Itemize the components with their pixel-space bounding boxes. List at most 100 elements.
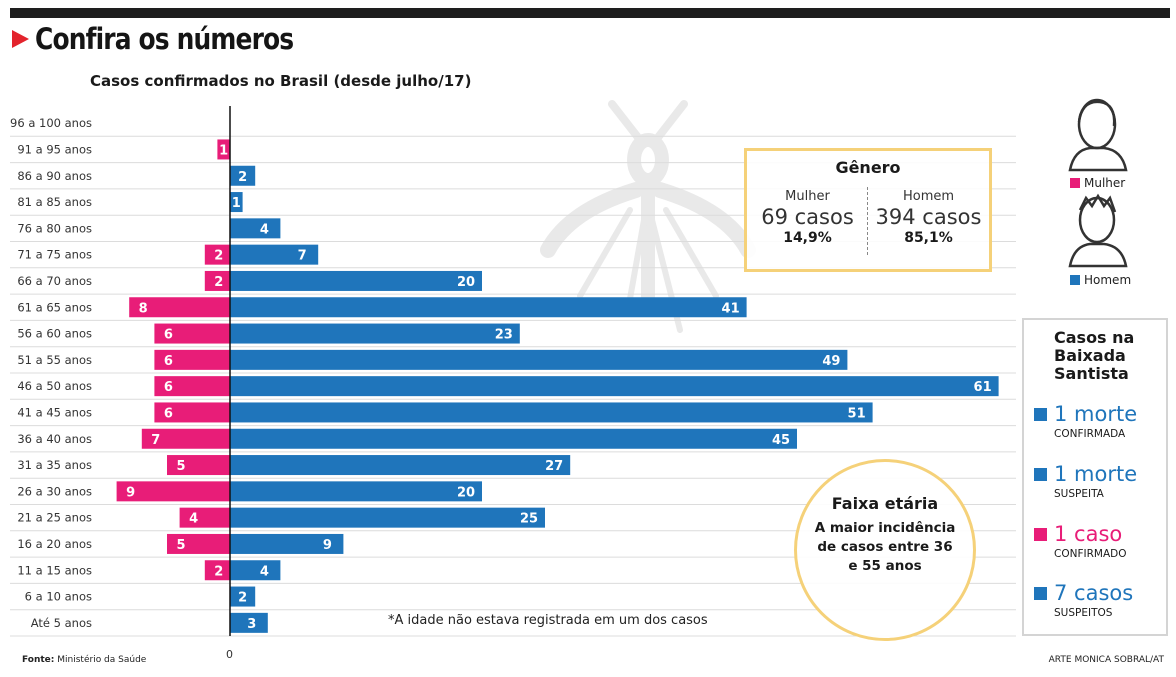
data-label-men: 25 [520, 512, 538, 527]
data-label-men: 20 [457, 485, 475, 500]
top-rule [10, 8, 1170, 18]
data-label-women: 6 [164, 328, 173, 343]
gender-divider [867, 187, 868, 255]
bar-men [230, 507, 545, 528]
baixada-label: SUSPEITA [1054, 488, 1104, 500]
bar-men [230, 323, 520, 344]
headline: Confira os números [12, 22, 335, 56]
legend-men: Homem [1070, 273, 1131, 287]
bar-men [230, 297, 747, 318]
bar-women [204, 244, 230, 265]
data-label-men: 4 [260, 564, 269, 579]
baixada-item: 1 caso CONFIRMADO [1034, 522, 1126, 560]
gender-women-label: Mulher [785, 189, 830, 204]
bar-women [116, 481, 230, 502]
data-label-women: 5 [176, 538, 185, 553]
legend-women-label: Mulher [1084, 176, 1126, 190]
data-label-men: 20 [457, 275, 475, 290]
baixada-label: CONFIRMADA [1054, 428, 1126, 440]
bar-women [154, 349, 230, 370]
age-note: *A idade não estava registrada em um dos… [388, 613, 708, 628]
y-tick-label: 16 a 20 anos [17, 537, 92, 551]
baixada-label: SUSPEITOS [1054, 607, 1113, 619]
baixada-label: CONFIRMADO [1054, 548, 1127, 560]
page-title: Confira os números [35, 22, 294, 56]
pink-square-icon [1034, 527, 1047, 541]
data-label-women: 2 [214, 564, 223, 579]
bar-men [230, 270, 482, 291]
data-label-men: 7 [298, 249, 307, 264]
baixada-item: 1 morte CONFIRMADA [1034, 402, 1137, 440]
blue-square-icon [1034, 407, 1047, 421]
age-callout: Faixa etária A maior incidência de casos… [794, 459, 976, 641]
y-tick-label: 26 a 30 anos [17, 484, 92, 498]
chart-title: Casos confirmados no Brasil (desde julho… [90, 72, 472, 90]
age-callout-text: A maior incidência de casos entre 36 e 5… [814, 520, 956, 574]
data-label-women: 6 [164, 406, 173, 421]
data-label-men: 2 [238, 170, 247, 185]
data-label-women: 1 [219, 143, 228, 158]
data-label-women: 9 [126, 485, 135, 500]
y-tick-label: 66 a 70 anos [17, 274, 92, 288]
bar-women [129, 297, 230, 318]
bar-women [154, 402, 230, 423]
y-tick-label: 96 a 100 anos [10, 116, 92, 130]
y-tick-label: 21 a 25 anos [17, 511, 92, 525]
data-label-women: 4 [189, 512, 198, 527]
legend-men-label: Homem [1084, 273, 1132, 287]
y-tick-label: 6 a 10 anos [25, 590, 92, 604]
y-tick-label: 36 a 40 anos [17, 432, 92, 446]
zero-tick-label: 0 [226, 648, 233, 661]
bar-women [204, 560, 230, 581]
man-silhouette-icon [1068, 193, 1128, 268]
bar-women [154, 323, 230, 344]
y-tick-label: 46 a 50 anos [17, 379, 92, 393]
triangle-bullet-icon [12, 30, 29, 48]
bar-women [217, 139, 230, 160]
y-tick-label: 41 a 45 anos [17, 405, 92, 419]
bar-men [230, 218, 281, 239]
gender-men-percent: 85,1% [904, 230, 953, 246]
y-tick-label: 56 a 60 anos [17, 327, 92, 341]
baixada-item: 1 morte SUSPEITA [1034, 462, 1137, 500]
y-tick-label: 76 a 80 anos [17, 221, 92, 235]
legend-women: Mulher [1070, 176, 1125, 190]
y-tick-label: 31 a 35 anos [17, 458, 92, 472]
y-tick-label: 51 a 55 anos [17, 353, 92, 367]
bar-men [230, 455, 571, 476]
baixada-panel: Casos na Baixada Santista 1 morte CONFIR… [1022, 318, 1168, 636]
mosquito-watermark-icon [540, 100, 756, 333]
bar-men [230, 481, 482, 502]
bar-men [230, 560, 281, 581]
bar-men [230, 586, 256, 607]
bar-women [204, 270, 230, 291]
data-label-men: 27 [545, 459, 563, 474]
credit-footer: ARTE MONICA SOBRAL/AT [1048, 655, 1164, 665]
bar-men [230, 192, 243, 213]
data-label-men: 41 [722, 301, 740, 316]
data-label-men: 45 [772, 433, 790, 448]
baixada-title: Casos na Baixada Santista [1054, 328, 1135, 383]
gender-women-percent: 14,9% [783, 230, 832, 246]
data-label-women: 6 [164, 354, 173, 369]
data-label-men: 23 [495, 328, 513, 343]
gender-women-count: 69 casos [761, 205, 854, 229]
baixada-value: 7 casos [1054, 581, 1134, 605]
data-label-women: 2 [214, 275, 223, 290]
baixada-value: 1 morte [1054, 402, 1138, 426]
data-label-women: 8 [139, 301, 148, 316]
gender-men-label: Homem [902, 189, 955, 204]
gender-women: Mulher 69 casos 14,9% [747, 189, 868, 246]
bar-men [230, 244, 319, 265]
bar-men [230, 349, 848, 370]
source-label: Fonte: [22, 655, 55, 665]
bar-women [154, 376, 230, 397]
y-tick-label: 86 a 90 anos [17, 169, 92, 183]
age-callout-title: Faixa etária [831, 494, 939, 513]
y-tick-label: 71 a 75 anos [17, 248, 92, 262]
data-label-men: 4 [260, 222, 269, 237]
bar-women [167, 533, 230, 554]
data-label-men: 51 [848, 406, 866, 421]
gender-title: Gênero [835, 158, 901, 177]
